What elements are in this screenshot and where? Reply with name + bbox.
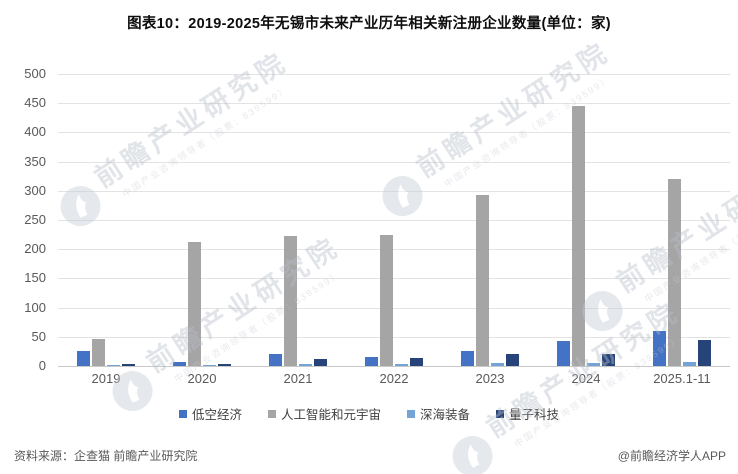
legend-item-深海装备: 深海装备 xyxy=(407,404,470,423)
legend-item-量子科技: 量子科技 xyxy=(496,404,559,423)
bar-低空经济-2019 xyxy=(77,351,90,366)
gridline xyxy=(58,278,730,280)
bar-低空经济-2025.1-11 xyxy=(653,330,666,366)
source-note: 资料来源：企查猫 前瞻产业研究院 xyxy=(14,449,198,463)
legend-swatch-icon xyxy=(496,409,505,418)
x-tick-label: 2025.1-11 xyxy=(653,371,711,386)
y-tick-label: 500 xyxy=(24,66,46,81)
bar-量子科技-2022 xyxy=(410,357,423,366)
bar-低空经济-2024 xyxy=(557,340,570,366)
bar-深海装备-2022 xyxy=(395,364,408,366)
x-tick-label: 2023 xyxy=(475,371,505,386)
x-tick-label: 2020 xyxy=(187,371,217,386)
bar-深海装备-2020 xyxy=(203,364,216,366)
x-axis-line xyxy=(58,366,730,367)
bar-量子科技-2021 xyxy=(314,359,327,366)
bar-人工智能和元宇宙-2020 xyxy=(188,242,201,366)
x-tick-label: 2024 xyxy=(571,371,601,386)
legend-swatch-icon xyxy=(178,409,187,418)
x-axis-labels: 2019 2020 2021 2022 2023 2024 2025.1-11 xyxy=(58,371,730,389)
legend-label: 量子科技 xyxy=(509,408,560,422)
legend-label: 人工智能和元宇宙 xyxy=(280,408,381,422)
x-tick-label: 2019 xyxy=(91,371,121,386)
bar-低空经济-2023 xyxy=(461,351,474,366)
gridline xyxy=(58,190,730,192)
bar-人工智能和元宇宙-2022 xyxy=(380,234,393,366)
y-axis: 0 50 100 150 200 250 300 350 400 450 500 xyxy=(0,66,50,373)
bar-量子科技-2024 xyxy=(602,353,615,366)
legend: 低空经济 人工智能和元宇宙 深海装备 量子科技 xyxy=(0,404,738,423)
legend-swatch-icon xyxy=(267,409,276,418)
legend-item-低空经济: 低空经济 xyxy=(178,404,242,423)
legend-label: 低空经济 xyxy=(191,408,242,422)
gridline xyxy=(58,161,730,163)
gridline xyxy=(58,132,730,134)
bar-低空经济-2022 xyxy=(365,357,378,366)
legend-item-人工智能和元宇宙: 人工智能和元宇宙 xyxy=(267,404,381,423)
x-tick-label: 2022 xyxy=(379,371,409,386)
gridline xyxy=(58,336,730,338)
bar-人工智能和元宇宙-2023 xyxy=(476,194,489,366)
bar-深海装备-2023 xyxy=(491,363,504,366)
gridline xyxy=(58,74,730,75)
bar-低空经济-2020 xyxy=(173,361,186,366)
y-tick-label: 400 xyxy=(24,124,46,140)
y-tick-label: 200 xyxy=(24,241,46,257)
gridline xyxy=(58,307,730,309)
credit-note: @前瞻经济学人APP xyxy=(617,449,726,463)
bar-量子科技-2019 xyxy=(122,363,135,366)
y-tick-label: 450 xyxy=(24,95,46,111)
gridline xyxy=(58,103,730,105)
chart-title: 图表10：2019-2025年无锡市未来产业历年相关新注册企业数量(单位：家) xyxy=(127,16,611,32)
bar-深海装备-2021 xyxy=(299,364,312,366)
bar-低空经济-2021 xyxy=(269,354,282,366)
y-tick-label: 300 xyxy=(24,182,46,198)
y-tick-label: 100 xyxy=(24,299,46,315)
y-tick-label: 50 xyxy=(31,328,46,344)
bar-人工智能和元宇宙-2021 xyxy=(284,236,297,366)
legend-label: 深海装备 xyxy=(420,408,471,422)
gridline xyxy=(58,249,730,251)
y-tick-label: 0 xyxy=(38,358,46,373)
bar-量子科技-2020 xyxy=(218,364,231,366)
y-tick-label: 250 xyxy=(24,212,46,227)
y-tick-label: 350 xyxy=(24,153,46,169)
x-tick-label: 2021 xyxy=(283,371,313,386)
legend-swatch-icon xyxy=(407,409,415,418)
y-tick-label: 150 xyxy=(24,270,46,286)
bar-深海装备-2024 xyxy=(587,362,600,366)
bar-深海装备-2025.1-11 xyxy=(683,361,696,366)
bar-量子科技-2023 xyxy=(506,353,519,366)
gridline xyxy=(58,220,730,221)
plot-area xyxy=(58,74,730,366)
bar-人工智能和元宇宙-2025.1-11 xyxy=(668,178,681,366)
footer: 资料来源：企查猫 前瞻产业研究院 @前瞻经济学人APP xyxy=(14,447,726,464)
bar-人工智能和元宇宙-2019 xyxy=(92,338,105,366)
bar-量子科技-2025.1-11 xyxy=(698,339,711,366)
bar-人工智能和元宇宙-2024 xyxy=(572,106,585,366)
bar-深海装备-2019 xyxy=(107,364,120,366)
